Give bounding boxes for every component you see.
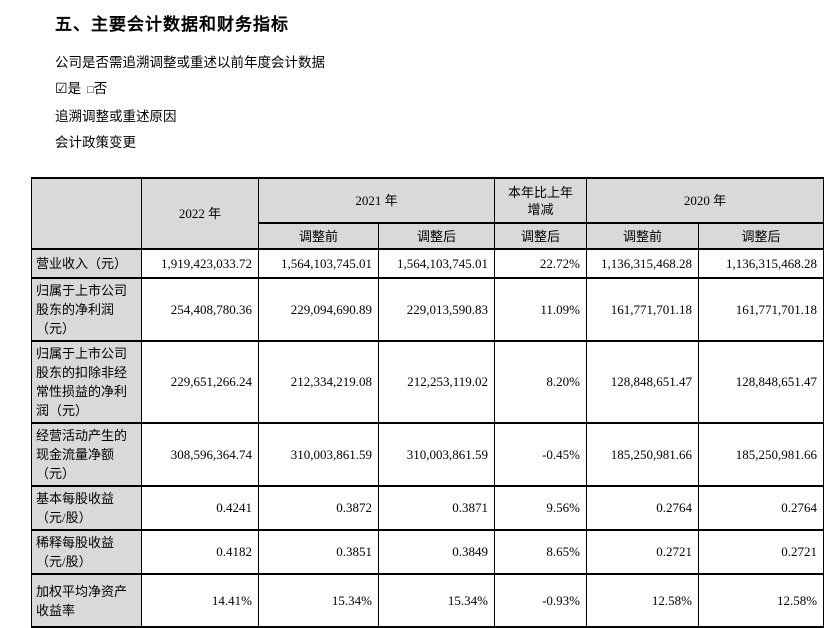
subheader-2021-after: 调整后 xyxy=(377,222,496,250)
value-cell: 229,651,266.24 xyxy=(141,340,259,424)
metric-label: 归属于上市公司股东的扣除非经常性损益的净利润（元） xyxy=(31,340,142,424)
value-cell: 128,848,651.47 xyxy=(586,340,700,424)
value-cell: -0.93% xyxy=(494,573,588,628)
value-cell: 161,771,701.18 xyxy=(586,277,700,342)
value-cell: 254,408,780.36 xyxy=(141,277,259,342)
value-cell: 229,013,590.83 xyxy=(377,277,496,342)
yes-checkbox-checked-icon: ☑ xyxy=(55,82,68,97)
value-cell: 0.2764 xyxy=(698,485,825,531)
metric-label: 经营活动产生的现金流量净额（元） xyxy=(31,422,142,487)
value-cell: 0.2721 xyxy=(698,529,825,575)
header-row-top: 2022 年 2021 年 本年比上年增减 2020 年 xyxy=(31,177,825,250)
value-cell: 308,596,364.74 xyxy=(141,422,259,487)
value-cell: 310,003,861.59 xyxy=(258,422,379,487)
metric-label: 加权平均净资产收益率 xyxy=(31,573,142,628)
table-row-diluted-eps: 稀释每股收益（元/股） 0.4182 0.3851 0.3849 8.65% 0… xyxy=(31,529,825,575)
header-row-sub: 调整前 调整后 调整后 调整前 调整后 xyxy=(32,222,825,250)
header-yoy-change: 本年比上年增减 xyxy=(494,177,588,224)
value-cell: 15.34% xyxy=(258,573,379,628)
header-2021: 2021 年 xyxy=(257,177,496,224)
subheader-2021-before: 调整前 xyxy=(258,222,379,250)
value-cell: 12.58% xyxy=(586,573,700,628)
value-cell: 8.65% xyxy=(494,529,588,575)
value-cell: 11.09% xyxy=(494,277,588,342)
restate-reason-label: 追溯调整或重述原因 xyxy=(55,109,177,124)
subheader-2020-after: 调整后 xyxy=(698,222,825,250)
value-cell: 128,848,651.47 xyxy=(698,340,825,424)
value-cell: 212,334,219.08 xyxy=(258,340,379,424)
value-cell: 15.34% xyxy=(377,573,496,628)
metric-label: 基本每股收益（元/股） xyxy=(31,485,142,531)
value-cell: 0.3871 xyxy=(377,485,496,531)
value-cell: 0.2721 xyxy=(586,529,700,575)
table-row-net-profit-excl-nonrecurring: 归属于上市公司股东的扣除非经常性损益的净利润（元） 229,651,266.24… xyxy=(31,340,825,424)
value-cell: 0.4182 xyxy=(141,529,259,575)
value-cell: 22.72% xyxy=(494,248,588,279)
value-cell: 12.58% xyxy=(698,573,825,628)
subheader-yoy-after: 调整后 xyxy=(494,222,588,250)
value-cell: 9.56% xyxy=(494,485,588,531)
restate-reason-value: 会计政策变更 xyxy=(55,135,136,150)
value-cell: 0.3851 xyxy=(258,529,379,575)
value-cell: -0.45% xyxy=(494,422,588,487)
value-cell: 212,253,119.02 xyxy=(377,340,496,424)
value-cell: 185,250,981.66 xyxy=(698,422,825,487)
value-cell: 0.3849 xyxy=(377,529,496,575)
value-cell: 0.3872 xyxy=(258,485,379,531)
value-cell: 1,136,315,468.28 xyxy=(698,248,825,279)
subheader-2020-before: 调整前 xyxy=(586,222,700,250)
report-page: 五、主要会计数据和财务指标 公司是否需追溯调整或重述以前年度会计数据 ☑是 □否 … xyxy=(0,10,831,628)
table-row-weighted-avg-roe: 加权平均净资产收益率 14.41% 15.34% 15.34% -0.93% 1… xyxy=(31,573,825,628)
header-metric-cell xyxy=(31,177,142,250)
restate-answer-line: ☑是 □否 xyxy=(55,80,831,99)
value-cell: 8.20% xyxy=(494,340,588,424)
value-cell: 1,136,315,468.28 xyxy=(586,248,700,279)
table-row-operating-cash-flow: 经营活动产生的现金流量净额（元） 308,596,364.74 310,003,… xyxy=(31,422,825,487)
value-cell: 1,564,103,745.01 xyxy=(377,248,496,279)
metric-label: 稀释每股收益（元/股） xyxy=(31,529,142,575)
no-checkbox-unchecked-icon: □ xyxy=(87,84,94,96)
value-cell: 310,003,861.59 xyxy=(377,422,496,487)
financial-indicators-table: 2022 年 2021 年 本年比上年增减 2020 年 调整前 调整后 调整后… xyxy=(31,177,825,628)
metric-label: 营业收入（元） xyxy=(31,248,142,279)
value-cell: 1,564,103,745.01 xyxy=(258,248,379,279)
value-cell: 185,250,981.66 xyxy=(586,422,700,487)
value-cell: 14.41% xyxy=(141,573,259,628)
restate-question: 公司是否需追溯调整或重述以前年度会计数据 xyxy=(55,55,325,70)
table-row-net-profit: 归属于上市公司股东的净利润（元） 254,408,780.36 229,094,… xyxy=(31,277,825,342)
value-cell: 0.4241 xyxy=(141,485,259,531)
header-yoy-change-text: 本年比上年增减 xyxy=(508,184,574,217)
value-cell: 0.2764 xyxy=(586,485,700,531)
value-cell: 161,771,701.18 xyxy=(698,277,825,342)
metric-label: 归属于上市公司股东的净利润（元） xyxy=(31,277,142,342)
yes-label: 是 xyxy=(67,81,82,96)
value-cell: 229,094,690.89 xyxy=(258,277,379,342)
header-2020: 2020 年 xyxy=(586,177,825,224)
value-cell: 1,919,423,033.72 xyxy=(141,248,259,279)
header-2022: 2022 年 xyxy=(141,177,259,250)
no-label: 否 xyxy=(93,81,108,96)
table-row-basic-eps: 基本每股收益（元/股） 0.4241 0.3872 0.3871 9.56% 0… xyxy=(31,485,825,531)
section-title: 五、主要会计数据和财务指标 xyxy=(55,15,289,34)
table-row-revenue: 营业收入（元） 1,919,423,033.72 1,564,103,745.0… xyxy=(31,248,825,279)
